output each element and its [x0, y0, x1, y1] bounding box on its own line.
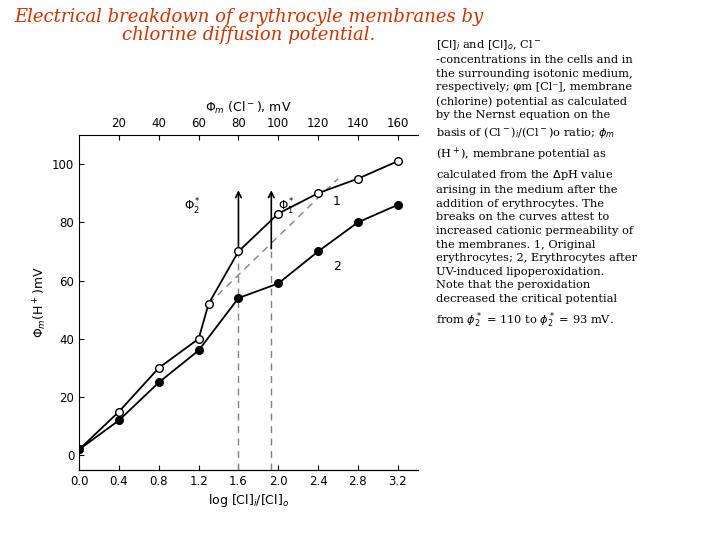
X-axis label: $\Phi_m$ (Cl$^-$), mV: $\Phi_m$ (Cl$^-$), mV — [205, 99, 292, 116]
X-axis label: log [Cl]$_i$/[Cl]$_o$: log [Cl]$_i$/[Cl]$_o$ — [208, 492, 289, 509]
Text: Electrical breakdown of erythrocyle membranes by: Electrical breakdown of erythrocyle memb… — [14, 8, 483, 26]
Y-axis label: $\Phi_m$(H$^+$)mV: $\Phi_m$(H$^+$)mV — [32, 266, 49, 339]
Text: $\Phi^*_1$: $\Phi^*_1$ — [278, 197, 295, 217]
Text: 1: 1 — [333, 195, 341, 208]
Text: $[\mathrm{Cl}]_i$ and $[\mathrm{Cl}]_o$, Cl$^-$
-concentrations in the cells and: $[\mathrm{Cl}]_i$ and $[\mathrm{Cl}]_o$,… — [436, 38, 636, 329]
Text: $\Phi^*_2$: $\Phi^*_2$ — [184, 197, 201, 217]
Text: 2: 2 — [333, 260, 341, 273]
Text: chlorine diffusion potential.: chlorine diffusion potential. — [122, 26, 375, 44]
